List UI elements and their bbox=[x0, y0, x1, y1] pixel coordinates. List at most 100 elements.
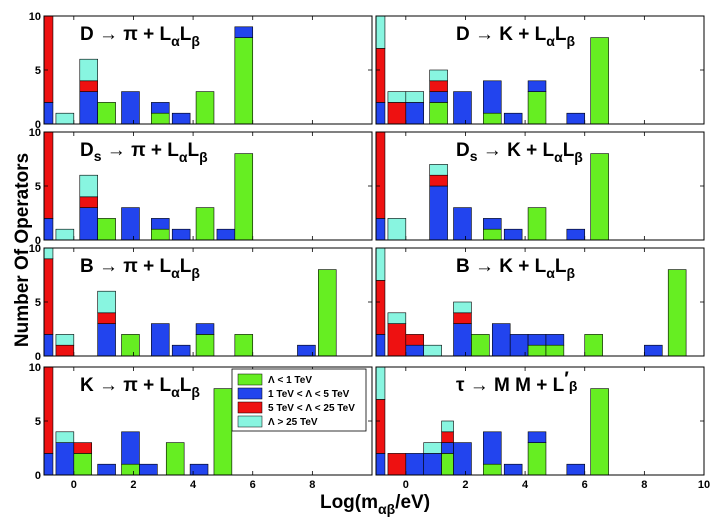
bar-K_pi-3-blue bbox=[97, 463, 116, 476]
y-tick-label: 10 bbox=[29, 362, 41, 374]
legend-swatch-green bbox=[237, 373, 263, 386]
y-tick-label: 10 bbox=[29, 243, 41, 255]
x-tick-label: 2 bbox=[130, 479, 136, 491]
panel-title-tau_MM: τ → M M + L′β bbox=[456, 369, 578, 396]
bar-D_pi-0-blue bbox=[43, 102, 54, 125]
x-tick-label: 10 bbox=[698, 479, 710, 491]
bar-Ds_pi-3-green bbox=[97, 218, 116, 241]
panel-grid: 0 5 10 D → π + LαLβ D → K + LαLβ 0 5 10 Ds → π +… bbox=[29, 11, 710, 491]
bar-D_K-2-cyan bbox=[405, 91, 425, 103]
bar-D_pi-0-red bbox=[43, 15, 54, 103]
bar-D_pi-8-green bbox=[234, 37, 254, 125]
bar-tau_MM-1-red bbox=[387, 453, 407, 476]
bar-Ds_K-4-green bbox=[483, 228, 502, 241]
bar-tau_MM-4-red bbox=[441, 431, 454, 443]
bar-B_K-8-blue bbox=[527, 334, 547, 346]
x-tick-label: 4 bbox=[522, 479, 529, 491]
bar-tau_MM-0-blue bbox=[375, 453, 386, 476]
bar-D_pi-2-red bbox=[79, 80, 98, 92]
y-tick-label: 0 bbox=[35, 119, 41, 131]
bar-B_pi-6-blue bbox=[195, 323, 215, 335]
x-axis-label: Log(mαβ/eV) bbox=[320, 492, 430, 517]
y-tick-label: 10 bbox=[29, 11, 41, 23]
bar-B_K-8-green bbox=[527, 344, 547, 357]
bar-D_K-1-cyan bbox=[387, 91, 407, 103]
bar-D_K-0-red bbox=[375, 48, 386, 103]
bar-Ds_pi-2-cyan bbox=[79, 174, 98, 198]
x-tick-label: 6 bbox=[582, 479, 588, 491]
bar-B_pi-6-green bbox=[195, 334, 215, 357]
legend-swatch-blue bbox=[237, 387, 263, 400]
bar-Ds_pi-8-blue bbox=[216, 228, 236, 241]
legend-swatch-cyan bbox=[237, 415, 263, 428]
panel-Ds_pi: 0 5 10 Ds → π + LαLβ bbox=[29, 127, 373, 247]
bar-Ds_K-0-red bbox=[375, 131, 386, 219]
x-tick-label: 8 bbox=[641, 479, 647, 491]
bar-K_pi-5-blue bbox=[139, 463, 158, 476]
bar-B_K-3-cyan bbox=[423, 344, 442, 357]
y-axis-label: Number Of Operators bbox=[12, 153, 33, 347]
bar-tau_MM-7-blue bbox=[503, 463, 523, 476]
legend: Λ < 1 TeV 1 TeV < Λ < 5 TeV 5 TeV < Λ < 25… bbox=[231, 368, 367, 432]
bar-B_pi-1-red bbox=[55, 344, 75, 357]
bar-D_pi-1-cyan bbox=[55, 112, 75, 125]
bar-Ds_K-7-blue bbox=[566, 228, 586, 241]
bar-B_pi-2-blue bbox=[97, 323, 116, 357]
panel-Ds_K: Ds → K + LαLβ bbox=[375, 131, 705, 241]
bar-D_K-7-blue bbox=[527, 80, 547, 92]
bar-Ds_K-3-blue bbox=[453, 207, 472, 241]
panel-B_K: B → K + LαLβ bbox=[375, 247, 705, 357]
panel-D_pi: 0 5 10 D → π + LαLβ bbox=[29, 11, 373, 131]
bar-K_pi-8-green bbox=[213, 388, 233, 476]
bar-B_pi-0-blue bbox=[43, 334, 54, 357]
bar-Ds_K-1-cyan bbox=[387, 218, 407, 241]
bar-D_pi-5-blue bbox=[151, 102, 170, 114]
bar-tau_MM-6-blue bbox=[483, 431, 502, 465]
panel-title-Ds_K: Ds → K + LαLβ bbox=[456, 140, 583, 165]
bar-K_pi-2-red bbox=[73, 442, 93, 454]
bar-B_K-2-blue bbox=[405, 344, 425, 357]
y-tick-label: 5 bbox=[35, 416, 41, 428]
bar-Ds_pi-4-blue bbox=[121, 207, 140, 241]
bar-D_pi-6-blue bbox=[171, 112, 191, 125]
bar-B_pi-2-red bbox=[97, 312, 116, 324]
bar-tau_MM-0-cyan bbox=[375, 366, 386, 400]
panel-K_pi: 0 5 10 0 2 4 6 8 K → π + LαLβ bbox=[29, 362, 373, 491]
bar-B_pi-0-cyan bbox=[43, 247, 54, 260]
bar-tau_MM-9-blue bbox=[566, 463, 586, 476]
bar-B_pi-4-blue bbox=[151, 323, 170, 357]
bar-tau_MM-8-green bbox=[527, 442, 547, 476]
y-tick-label: 0 bbox=[35, 351, 41, 363]
bar-tau_MM-4-green bbox=[441, 453, 454, 476]
bar-tau_MM-5-blue bbox=[453, 442, 472, 476]
panel-tau_MM: 0 2 4 6 8 10 τ → M M + L′β bbox=[375, 366, 710, 491]
bar-B_K-12-green bbox=[667, 269, 687, 357]
bar-D_K-3-cyan bbox=[429, 69, 448, 82]
bar-Ds_pi-2-blue bbox=[79, 207, 98, 241]
bar-Ds_K-6-green bbox=[527, 207, 547, 241]
x-tick-label: 0 bbox=[71, 479, 77, 491]
bar-tau_MM-4-cyan bbox=[441, 420, 454, 433]
bar-D_K-0-cyan bbox=[375, 15, 386, 49]
bar-K_pi-4-blue bbox=[121, 431, 140, 465]
bar-Ds_K-2-cyan bbox=[429, 164, 448, 176]
bar-D_K-6-blue bbox=[503, 112, 523, 125]
bar-K_pi-0-red bbox=[43, 366, 54, 454]
bar-tau_MM-6-green bbox=[483, 463, 502, 476]
bar-B_K-9-blue bbox=[545, 334, 565, 346]
bar-B_K-0-cyan bbox=[375, 247, 386, 281]
bar-D_K-2-blue bbox=[405, 102, 425, 125]
x-tick-label: 6 bbox=[250, 479, 256, 491]
bar-Ds_pi-9-green bbox=[234, 153, 254, 241]
bar-Ds_pi-0-blue bbox=[43, 218, 54, 241]
bar-B_K-4-red bbox=[453, 312, 472, 324]
bar-B_pi-0-red bbox=[43, 258, 54, 335]
bar-D_K-4-blue bbox=[453, 91, 472, 125]
y-tick-label: 0 bbox=[35, 235, 41, 247]
bar-B_K-1-red bbox=[387, 323, 407, 357]
x-tick-label: 8 bbox=[309, 479, 315, 491]
bar-B_K-0-red bbox=[375, 280, 386, 335]
bar-tau_MM-3-blue bbox=[423, 453, 442, 476]
bar-B_pi-1-cyan bbox=[55, 334, 75, 346]
bar-K_pi-1-blue bbox=[55, 442, 75, 476]
